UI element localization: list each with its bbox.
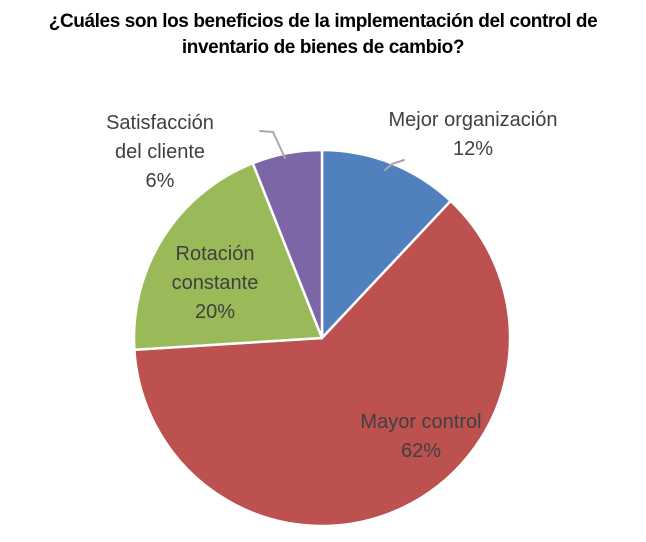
- leader-lines: [259, 130, 405, 171]
- slice-percent-text: 12%: [452, 138, 494, 160]
- slice-percent-text: 6%: [145, 170, 175, 192]
- pie-slice-0: [320, 148, 452, 340]
- slice-label-satisfaccion-del-cliente: Satisfacción del cliente 6%: [95, 109, 225, 196]
- pie-slice-2: [132, 161, 324, 352]
- pie-slice-3: [251, 148, 324, 340]
- pie-slice-1: [133, 199, 512, 528]
- pie-slices: [132, 148, 512, 528]
- slice-label-text: Mejor organización: [388, 109, 558, 131]
- chart-title-line-1: ¿Cuáles son los beneficios de la impleme…: [48, 11, 598, 32]
- chart-title: ¿Cuáles son los beneficios de la impleme…: [0, 9, 646, 61]
- leader-line-satisfaccion: [259, 130, 286, 159]
- slice-label-mayor-control: Mayor control 62%: [311, 408, 531, 466]
- slice-label-text: Satisfacción del cliente: [106, 112, 214, 163]
- slice-label-mejor-organizacion: Mejor organización 12%: [388, 106, 558, 164]
- slice-label-text: Rotación constante: [171, 243, 259, 294]
- slice-label-rotacion-constante: Rotación constante 20%: [145, 240, 285, 327]
- slice-label-text: Mayor control: [360, 411, 482, 433]
- slice-percent-text: 62%: [400, 440, 442, 462]
- chart-title-line-2: inventario de bienes de cambio?: [181, 37, 465, 58]
- slice-percent-text: 20%: [194, 301, 236, 323]
- leader-line-mejor-organizacion: [384, 159, 405, 171]
